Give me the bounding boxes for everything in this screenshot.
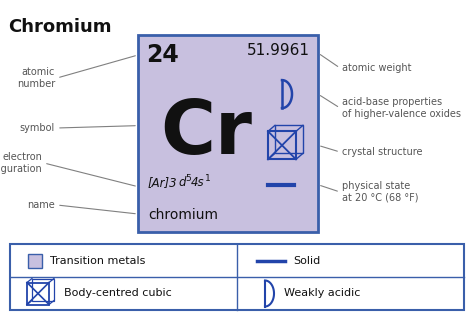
Text: symbol: symbol (20, 123, 55, 133)
Text: acid-base properties
of higher-valence oxides: acid-base properties of higher-valence o… (342, 97, 461, 119)
Text: 51.9961: 51.9961 (247, 43, 310, 58)
Text: Solid: Solid (293, 256, 320, 265)
Text: 24: 24 (146, 43, 179, 67)
Text: 1: 1 (205, 174, 211, 183)
Text: Weakly acidic: Weakly acidic (284, 289, 360, 299)
FancyBboxPatch shape (10, 244, 464, 310)
Text: atomic
number: atomic number (17, 67, 55, 89)
Text: [Ar]3: [Ar]3 (148, 176, 178, 189)
Text: d: d (178, 176, 185, 189)
Text: 4s: 4s (191, 176, 205, 189)
Text: atomic weight: atomic weight (342, 63, 411, 73)
Text: Body-centred cubic: Body-centred cubic (64, 289, 172, 299)
Text: crystal structure: crystal structure (342, 147, 422, 157)
Text: chromium: chromium (148, 208, 218, 222)
Text: name: name (27, 200, 55, 210)
Text: 5: 5 (185, 174, 191, 183)
Text: Chromium: Chromium (8, 18, 111, 36)
Text: physical state
at 20 °C (68 °F): physical state at 20 °C (68 °F) (342, 181, 419, 203)
FancyBboxPatch shape (138, 35, 318, 232)
FancyBboxPatch shape (28, 253, 42, 268)
Text: Transition metals: Transition metals (50, 256, 146, 265)
Text: electron
configuration: electron configuration (0, 152, 42, 174)
Text: Cr: Cr (160, 97, 252, 170)
